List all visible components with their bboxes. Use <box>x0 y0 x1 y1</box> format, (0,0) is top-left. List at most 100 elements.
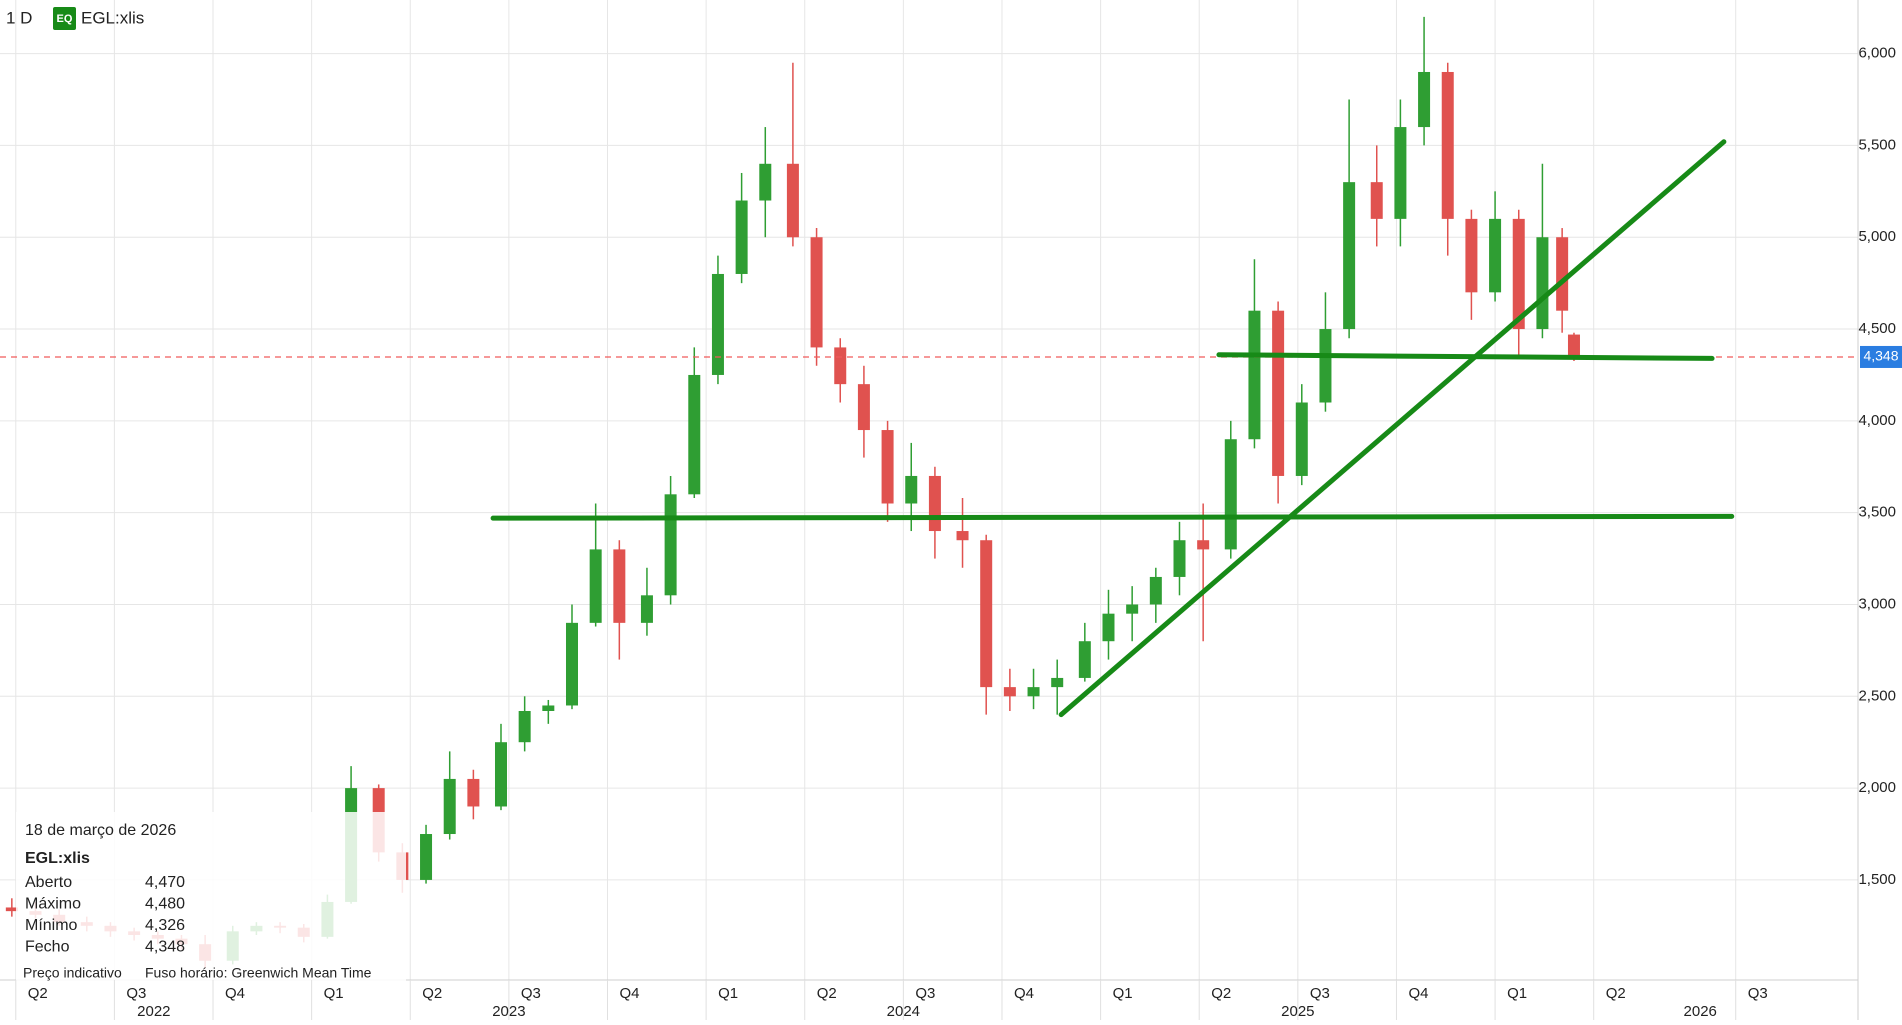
candle-body <box>1078 641 1091 678</box>
year-label: 2026 <box>1684 1003 1717 1020</box>
candle-body <box>494 742 507 807</box>
tooltip-footer: Preço indicativo <box>23 965 122 981</box>
overlay <box>0 139 1858 718</box>
candle-body <box>1149 576 1162 605</box>
badge-bg <box>53 7 76 30</box>
y-tick-label: 2,500 <box>1858 687 1896 704</box>
y-tick-label: 5,000 <box>1858 228 1896 245</box>
year-label: 2023 <box>492 1003 525 1020</box>
trend-line <box>1216 352 1715 361</box>
candle-body <box>518 710 531 743</box>
candle-body <box>1567 334 1580 357</box>
candle-body <box>467 778 480 807</box>
y-tick-label: 6,000 <box>1858 45 1896 62</box>
candle-body <box>1027 687 1040 697</box>
x-tick-label: Q1 <box>718 985 738 1002</box>
trend-line <box>490 513 1735 521</box>
candle-body <box>1465 218 1478 293</box>
candle-body <box>1536 237 1549 330</box>
x-tick-label: Q2 <box>422 985 442 1002</box>
tooltip-key: Mínimo <box>25 917 78 934</box>
y-tick-label: 3,000 <box>1858 595 1896 612</box>
candle-body <box>664 494 677 596</box>
candle-body <box>1248 310 1261 440</box>
x-tick-label: Q2 <box>817 985 837 1002</box>
candle-body <box>640 595 653 623</box>
tooltip-symbol: EGL:xlis <box>25 850 90 867</box>
candle-body <box>834 347 847 385</box>
candle-body <box>1224 439 1237 550</box>
trend-line <box>1058 139 1727 718</box>
candle-body <box>956 531 969 541</box>
tooltip-bg <box>16 812 406 984</box>
candle-body <box>1272 310 1285 476</box>
candle-body <box>1295 402 1308 476</box>
candle-body <box>1370 182 1383 219</box>
candle-body <box>1126 604 1139 614</box>
x-tick-label: Q2 <box>28 985 48 1002</box>
candle-body <box>589 549 602 623</box>
x-tick-label: Q3 <box>1310 985 1330 1002</box>
x-tick-label: Q4 <box>1408 985 1428 1002</box>
year-label: 2022 <box>137 1003 170 1020</box>
x-tick-label: Q2 <box>1211 985 1231 1002</box>
last-price-label: 4,348 <box>1863 348 1898 364</box>
candle-body <box>1418 71 1431 128</box>
x-tick-label: Q3 <box>1748 985 1768 1002</box>
x-tick-label: Q1 <box>1507 985 1527 1002</box>
candle-body <box>1512 218 1525 330</box>
candle-body <box>881 430 894 504</box>
candle-body <box>1319 329 1332 403</box>
candle-body <box>420 834 433 880</box>
tooltip-value: 4,326 <box>145 917 185 934</box>
tooltip-key: Fecho <box>25 939 70 956</box>
candle-body <box>688 374 701 495</box>
candle-body <box>810 237 823 348</box>
badge: EQ <box>57 13 73 25</box>
year-label: 2024 <box>887 1003 920 1020</box>
tooltip-footer: Fuso horário: Greenwich Mean Time <box>145 965 372 981</box>
candle-body <box>980 540 993 688</box>
x-tick-label: Q4 <box>1014 985 1034 1002</box>
last-price-tag <box>1860 345 1902 368</box>
y-tick-label: 5,500 <box>1858 136 1896 153</box>
candle-body <box>565 622 578 706</box>
candle-body <box>759 163 772 201</box>
candle-body <box>711 273 724 375</box>
candle-body <box>786 163 799 238</box>
tooltip-value: 4,480 <box>145 896 185 913</box>
tooltip-date: 18 de março de 2026 <box>25 822 176 839</box>
candle-body <box>1197 540 1210 550</box>
candle-body <box>613 549 626 623</box>
tooltip: 18 de março de 2026 EGL:xlis Aberto 4,470… <box>16 812 406 984</box>
y-tick-label: 3,500 <box>1858 504 1896 521</box>
candle-body <box>1173 540 1186 577</box>
x-tick-label: Q1 <box>1113 985 1133 1002</box>
x-tick-label: Q1 <box>324 985 344 1002</box>
marks <box>5 16 1580 969</box>
candle-body <box>928 475 941 532</box>
candle-body <box>857 384 870 431</box>
y-tick-label: 4,500 <box>1858 320 1896 337</box>
candle-body <box>1394 127 1407 219</box>
tooltip-key: Máximo <box>25 896 81 913</box>
y-tick-label: 1,500 <box>1858 871 1896 888</box>
x-tick-label: Q4 <box>619 985 639 1002</box>
symbol: EGL:xlis <box>81 8 144 27</box>
y-tick-label: 2,000 <box>1858 779 1896 796</box>
year-label: 2025 <box>1281 1003 1314 1020</box>
candle-body <box>1003 687 1016 697</box>
y-tick-label: 4,000 <box>1858 412 1896 429</box>
candle-body <box>542 705 555 711</box>
x-tick-label: Q3 <box>521 985 541 1002</box>
candle-body <box>1489 218 1502 293</box>
candle-body <box>1343 182 1356 330</box>
candle-body <box>1102 613 1115 642</box>
interval[interactable]: 1 D <box>6 8 32 27</box>
x-tick-label: Q4 <box>225 985 245 1002</box>
tooltip-value: 4,348 <box>145 939 185 956</box>
tooltip-value: 4,470 <box>145 874 185 891</box>
candle-body <box>735 200 748 274</box>
